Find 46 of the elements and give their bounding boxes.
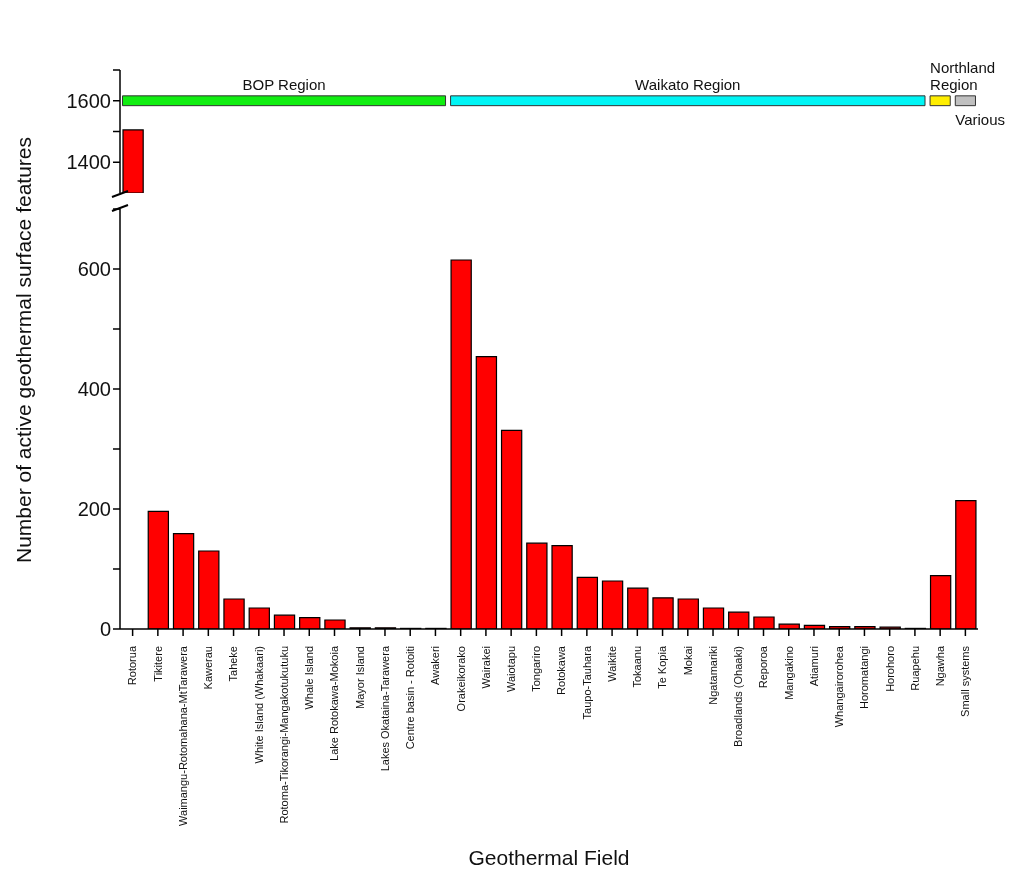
x-tick-label: Atiamuri	[807, 646, 820, 687]
x-tick-label: Rotokawa	[555, 645, 568, 695]
x-tick-label: Waimangu-Rotomahana-MtTarawera	[176, 645, 189, 826]
x-tick-label: Lake Rotokawa-Mokoia	[328, 645, 341, 761]
y-tick-label: 400	[77, 378, 111, 401]
x-tick-label: Tikitere	[151, 646, 164, 682]
band-label: BOP Region	[242, 75, 326, 93]
y-tick-label: 1400	[66, 151, 111, 174]
x-tick-label: Horohoro	[883, 646, 896, 692]
x-tick-label: Awakeri	[429, 646, 442, 685]
x-tick-label: Broadlands (Ohaaki)	[732, 646, 745, 747]
y-tick-label: 1600	[66, 89, 111, 112]
x-tick-label: Ruapehu	[908, 646, 921, 691]
x-tick-label: Tongariro	[530, 646, 543, 692]
x-tick-label: Whangairorohea	[833, 645, 846, 728]
x-tick-label: Te Kopia	[656, 645, 669, 689]
x-tick-label: Mokai	[681, 646, 694, 676]
x-tick-label: Lakes Okataina-Tarawera	[378, 645, 391, 772]
x-tick-label: Ngatamariki	[706, 646, 719, 705]
y-tick-label: 0	[99, 618, 111, 641]
band-label: Various	[955, 110, 1006, 128]
y-axis-title: Number of active geothermal surface features	[12, 136, 36, 563]
y-tick-label: 600	[77, 258, 111, 281]
x-tick-label: Orakeikorako	[454, 646, 467, 712]
x-tick-label: Horomatangi	[858, 646, 871, 709]
band-label: Waikato Region	[635, 75, 741, 93]
x-tick-label: Wairakei	[479, 646, 492, 689]
x-tick-label: White Island (Whakaari)	[252, 646, 265, 764]
x-tick-label: Waikite	[605, 646, 618, 682]
band-label: Northland Region	[930, 58, 996, 93]
x-axis-title: Geothermal Field	[467, 846, 631, 870]
x-tick-label: Mayor Island	[353, 646, 366, 709]
y-tick-label: 200	[77, 498, 111, 521]
x-tick-label: Rotorua	[126, 645, 139, 686]
x-tick-label: Mangakino	[782, 646, 795, 700]
x-tick-label: Taheke	[227, 646, 240, 682]
x-tick-label: Ngawha	[934, 645, 946, 687]
x-tick-label: Centre basin - Rotoiti	[404, 646, 417, 750]
x-tick-label: Small systems	[959, 645, 972, 717]
x-tick-label: Reporoa	[757, 645, 770, 689]
x-tick-label: Kawerau	[202, 646, 215, 690]
x-tick-label: Taupo-Tauhara	[580, 645, 593, 720]
x-tick-label: Rotoma-Tikorangi-Mangakotukutuku	[277, 646, 290, 824]
x-tick-label: Whale Island	[303, 646, 316, 710]
x-tick-label: Tokaanu	[631, 646, 644, 688]
x-tick-label: Waiotapu	[505, 646, 517, 693]
